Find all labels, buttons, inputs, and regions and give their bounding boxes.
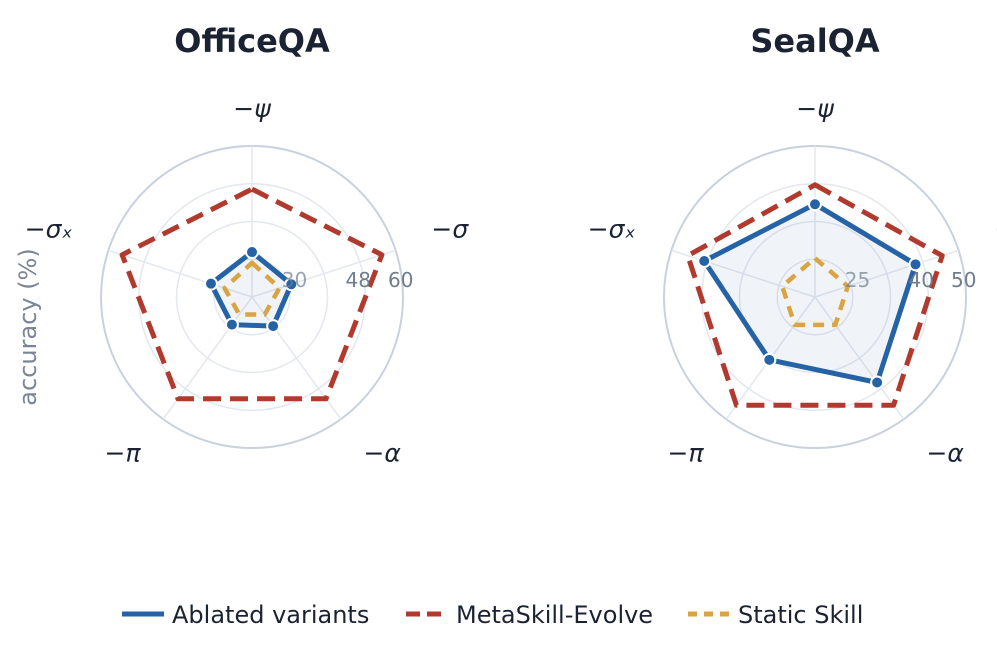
chart-title: SealQA bbox=[750, 22, 880, 60]
data-point bbox=[870, 375, 885, 390]
data-point bbox=[808, 197, 822, 212]
data-point bbox=[284, 277, 299, 292]
data-point bbox=[266, 319, 281, 334]
radial-tick-label: 48 bbox=[345, 268, 370, 292]
series-line-static-skill bbox=[779, 255, 851, 328]
axis-label: −π bbox=[105, 438, 142, 467]
axis-label: −α bbox=[926, 438, 964, 467]
series-line-ablated-variants bbox=[701, 201, 918, 385]
legend-label: Static Skill bbox=[738, 601, 863, 629]
chart-title: OfficeQA bbox=[174, 22, 330, 60]
axis-label: −σ bbox=[431, 215, 469, 244]
data-point bbox=[697, 254, 712, 269]
radial-tick-label: 60 bbox=[388, 268, 413, 292]
radial-tick-label: 25 bbox=[845, 268, 870, 292]
series-line-metaskill-evolve bbox=[685, 182, 945, 408]
axis-label: −α bbox=[363, 438, 401, 467]
radar-panel-sealqa: SealQA 25 40 50 −ψ −σ −α −π −σₓ bbox=[588, 22, 997, 467]
axis-label: −σ bbox=[994, 215, 997, 244]
data-point bbox=[224, 317, 239, 332]
legend-label: Ablated variants bbox=[172, 601, 369, 629]
data-point bbox=[203, 276, 218, 291]
radial-tick-label: 40 bbox=[908, 268, 933, 292]
radial-tick-label: 30 bbox=[282, 268, 307, 292]
axis-label: −σₓ bbox=[25, 215, 73, 244]
series-line-metaskill-evolve bbox=[119, 186, 385, 402]
series-line-static-skill bbox=[222, 260, 282, 317]
axis-label: −σₓ bbox=[588, 215, 636, 244]
legend-label: MetaSkill-Evolve bbox=[456, 601, 653, 629]
spoke-line bbox=[251, 249, 396, 298]
radar-panel-officeqa: OfficeQA 30 48 60 −ψ −σ −α −π −σₓ bbox=[25, 22, 470, 467]
spoke-line bbox=[814, 296, 905, 420]
axis-label: −ψ bbox=[233, 94, 271, 123]
y-axis-label: accuracy (%) bbox=[14, 248, 42, 405]
spoke-line bbox=[108, 249, 253, 298]
data-point bbox=[762, 352, 777, 367]
legend: Ablated variants MetaSkill-Evolve Static S… bbox=[122, 601, 863, 629]
series-line-ablated-variants bbox=[208, 249, 294, 329]
spoke-line bbox=[671, 249, 816, 298]
radial-tick-label: 50 bbox=[951, 268, 976, 292]
axis-label: −π bbox=[668, 438, 705, 467]
data-point bbox=[908, 257, 923, 272]
data-point bbox=[245, 245, 259, 260]
spoke-line bbox=[814, 249, 959, 298]
axis-label: −ψ bbox=[796, 94, 834, 123]
